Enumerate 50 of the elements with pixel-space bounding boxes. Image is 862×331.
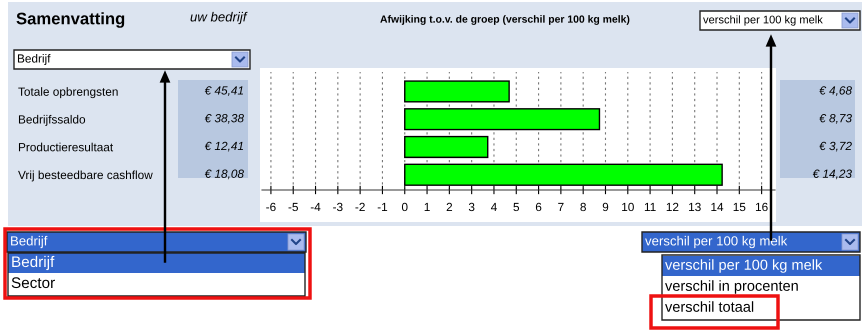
text: Sector xyxy=(12,277,55,288)
y-tick-label: Bedrijfssaldo xyxy=(18,114,86,126)
text: Bedrijf xyxy=(11,236,48,248)
x-tick-label: 4 xyxy=(490,202,497,212)
y-tick-label: Totale opbrengsten xyxy=(18,87,118,98)
text: € 45,41 xyxy=(204,86,244,96)
x-tick-label: 10 xyxy=(622,202,634,212)
y-tick-label: Productieresultaat xyxy=(18,142,114,152)
text: verschil in procenten xyxy=(665,280,798,294)
text: verschil per 100 kg melk xyxy=(645,236,788,248)
text: Bedrijf xyxy=(18,54,50,65)
x-tick-label: 1 xyxy=(424,202,430,212)
x-tick-label: 3 xyxy=(468,202,474,212)
text: verschil totaal xyxy=(665,301,754,312)
data-label: € 3,72 xyxy=(819,142,852,152)
text: Afwijking t.o.v. de groep (verschil per 100 kg melk) xyxy=(380,15,630,25)
data-label: € 8,73 xyxy=(819,114,852,124)
x-tick-label: -5 xyxy=(288,202,298,212)
y-tick-label: Vrij besteedbare cashflow xyxy=(18,170,153,182)
x-tick-label: 2 xyxy=(446,202,452,212)
text: € 38,38 xyxy=(204,114,244,124)
bar xyxy=(404,136,488,158)
text: Samenvatting xyxy=(16,12,124,28)
x-tick-label: 13 xyxy=(689,202,701,212)
data-label: € 4,68 xyxy=(819,86,852,96)
x-tick-label: -6 xyxy=(266,202,276,212)
x-tick-label: -1 xyxy=(378,202,388,212)
text: verschil per 100 kg melk xyxy=(703,15,823,26)
text: Bedrijf xyxy=(12,256,54,270)
text: € 18,08 xyxy=(204,170,244,180)
x-tick-label: 8 xyxy=(580,202,586,212)
data-label: € 14,23 xyxy=(812,170,852,180)
x-tick-label: -3 xyxy=(333,202,343,212)
x-tick-label: 16 xyxy=(756,202,768,212)
x-tick-label: 0 xyxy=(402,202,408,212)
x-tick-label: -4 xyxy=(310,202,320,212)
bar xyxy=(404,108,600,130)
x-tick-label: 6 xyxy=(536,202,542,212)
x-tick-label: 9 xyxy=(602,202,608,212)
text: verschil per 100 kg melk xyxy=(665,259,822,273)
x-tick-label: 14 xyxy=(711,202,724,212)
x-tick-label: 15 xyxy=(734,202,746,212)
x-tick-label: -2 xyxy=(355,202,365,212)
x-tick-label: 12 xyxy=(666,202,678,212)
text: € 12,41 xyxy=(204,142,244,152)
x-tick-label: 7 xyxy=(558,202,564,212)
chart-subtitle: uw bedrijf xyxy=(190,12,248,24)
x-tick-label: 5 xyxy=(513,202,520,212)
bar xyxy=(404,80,510,103)
x-tick-label: 11 xyxy=(644,202,656,212)
